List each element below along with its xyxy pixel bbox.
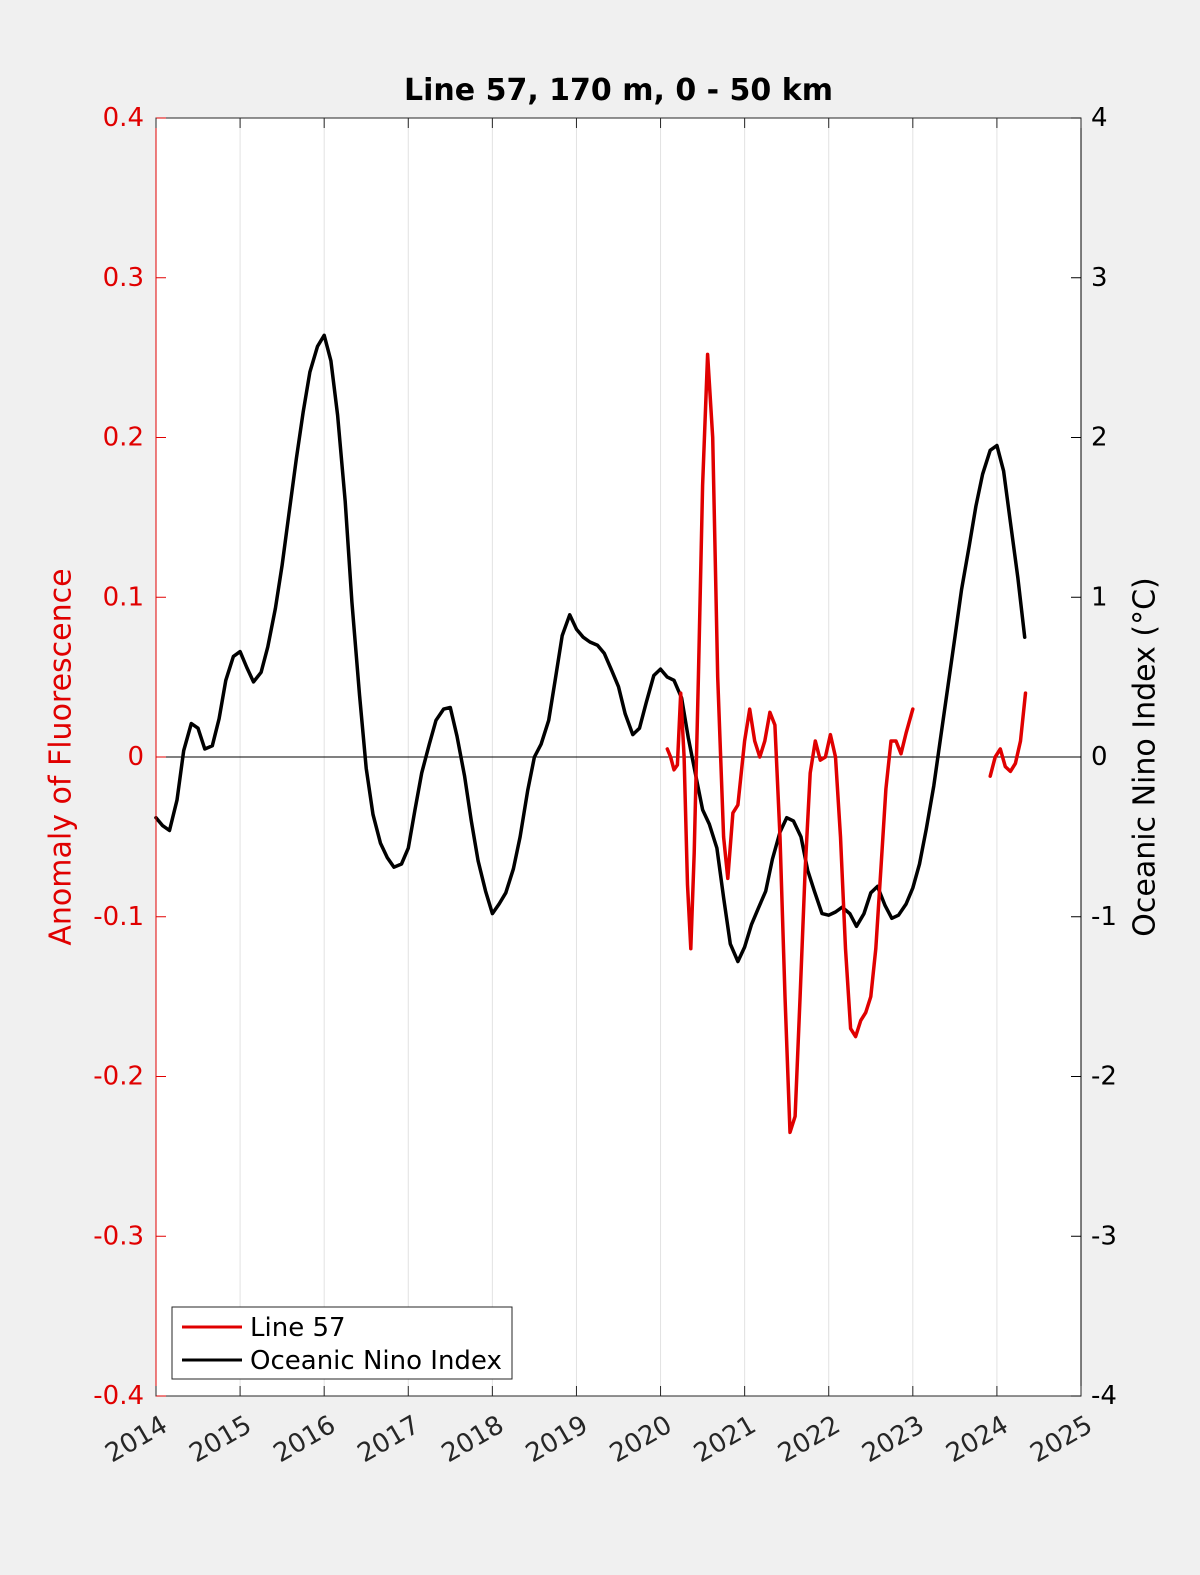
y-left-tick-label: 0.1 [103, 582, 144, 612]
legend-label-oni: Oceanic Nino Index [250, 1346, 502, 1376]
y-right-tick-label: -1 [1091, 902, 1117, 932]
y-left-tick-label: 0.2 [103, 423, 144, 453]
y-right-tick-label: 3 [1091, 263, 1108, 293]
legend: Line 57 Oceanic Nino Index [171, 1306, 513, 1380]
y-right-tick-label: 4 [1091, 103, 1108, 133]
y-right-tick-label: 0 [1091, 742, 1108, 772]
series-line-57-segment-0 [665, 352, 915, 1135]
y-left-tick-label: 0.4 [103, 103, 144, 133]
y-right-tick-label: 2 [1091, 423, 1108, 453]
left-axis: -0.4 -0.3 -0.2 -0.1 0 0.1 0.2 0.3 0.4 [93, 103, 166, 1411]
y-left-tick-label: -0.2 [93, 1062, 144, 1092]
y-right-tick-label: -3 [1091, 1221, 1117, 1251]
y-left-tick-label: 0 [127, 742, 144, 772]
legend-label-line-57: Line 57 [250, 1313, 346, 1343]
y-left-tick-label: -0.1 [93, 902, 144, 932]
series-layer [154, 333, 1028, 1135]
y-right-tick-label: -4 [1091, 1381, 1117, 1411]
y-left-tick-label: -0.3 [93, 1221, 144, 1251]
y-right-tick-label: 1 [1091, 582, 1108, 612]
legend-box [171, 1306, 513, 1380]
y-left-tick-label: 0.3 [103, 263, 144, 293]
right-axis: -4 -3 -2 -1 0 1 2 3 4 [1071, 103, 1117, 1411]
y-right-tick-label: -2 [1091, 1062, 1117, 1092]
y-left-tick-label: -0.4 [93, 1381, 144, 1411]
y-axis-left-title: Anomaly of Fluorescence [44, 568, 79, 945]
series-line-57-segment-1 [988, 691, 1028, 778]
chart-title: Line 57, 170 m, 0 - 50 km [404, 73, 833, 108]
y-axis-right-title: Oceanic Nino Index (°C) [1128, 577, 1163, 937]
